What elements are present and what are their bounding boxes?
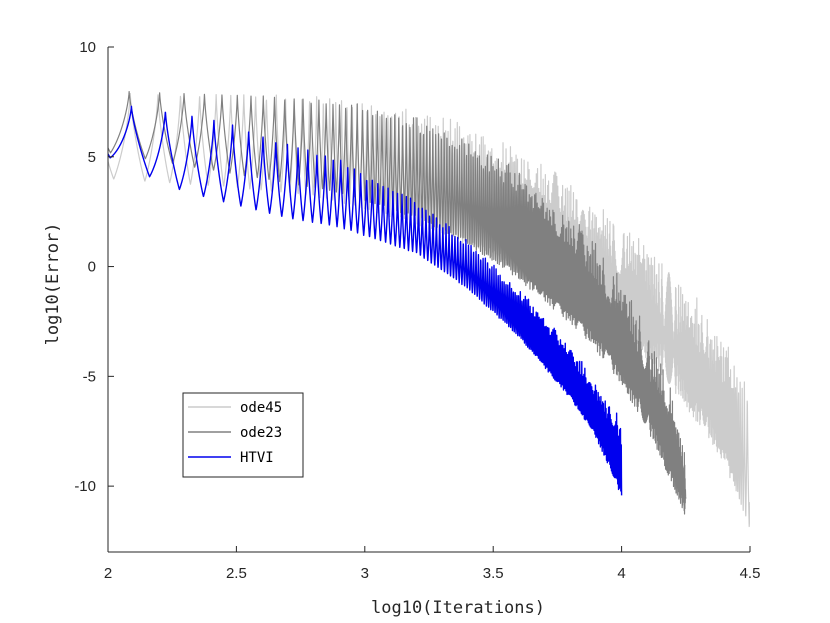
y-tick-label: 10	[79, 39, 96, 56]
axes-layer: 2 2.5 3 3.5 4 4.5 10 5 0 -5 -10	[74, 39, 760, 582]
y-tick-label: -10	[74, 478, 96, 495]
legend: ode45 ode23 HTVI	[182, 392, 304, 478]
y-tick-label: 5	[88, 149, 96, 166]
legend-label: ode23	[240, 425, 282, 441]
legend-label: ode45	[240, 400, 282, 416]
x-tick-label: 2	[104, 565, 112, 582]
legend-item-ode23: ode23	[188, 425, 282, 441]
x-tick-label: 2.5	[226, 565, 247, 582]
x-tick-label: 3.5	[483, 565, 504, 582]
x-tick-label: 3	[361, 565, 369, 582]
y-tick-label: 0	[88, 259, 96, 276]
series-layer	[108, 90, 750, 528]
legend-item-ode45: ode45	[188, 400, 282, 416]
y-tick-label: -5	[83, 368, 96, 385]
x-tick-label: 4.5	[740, 565, 761, 582]
y-axis-label: log10(Error)	[43, 223, 63, 346]
x-tick-label: 4	[617, 565, 625, 582]
legend-label: HTVI	[240, 450, 274, 466]
series-line-HTVI	[108, 105, 623, 496]
x-axis-label: log10(Iterations)	[371, 598, 545, 618]
legend-item-HTVI: HTVI	[188, 450, 274, 466]
